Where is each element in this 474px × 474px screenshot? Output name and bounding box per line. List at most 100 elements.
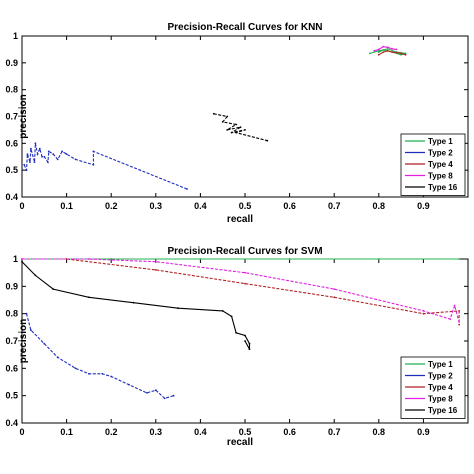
data-point xyxy=(61,150,63,153)
data-point xyxy=(25,169,28,172)
data-point xyxy=(449,318,452,320)
data-point xyxy=(244,282,246,285)
data-point xyxy=(391,51,394,53)
x-tick-label: 0.5 xyxy=(239,201,252,211)
legend-label: Type 16 xyxy=(428,406,458,415)
data-point xyxy=(26,153,29,156)
data-point xyxy=(163,397,166,400)
data-point xyxy=(132,301,135,304)
data-point xyxy=(154,389,157,392)
chart-title: Precision-Recall Curves for KNN xyxy=(167,22,322,33)
data-point xyxy=(47,150,50,153)
data-point xyxy=(36,153,39,156)
y-tick-label: 0.9 xyxy=(5,281,18,291)
x-tick-label: 0.9 xyxy=(417,427,430,437)
y-tick-label: 0.8 xyxy=(5,85,18,95)
data-point xyxy=(453,304,456,307)
data-point xyxy=(400,53,402,56)
x-tick-label: 0.4 xyxy=(194,427,207,437)
data-point xyxy=(248,342,251,345)
data-point xyxy=(458,323,460,326)
data-point xyxy=(29,161,31,164)
legend-label: Type 1 xyxy=(428,137,453,146)
legend xyxy=(400,356,466,419)
data-point xyxy=(382,51,385,53)
data-point xyxy=(377,53,380,56)
data-point xyxy=(422,310,425,312)
chart-svm: Precision-Recall Curves for SVM 0 0.1 0.2 0.… xyxy=(5,246,469,448)
data-point xyxy=(92,163,95,166)
data-point xyxy=(212,112,215,115)
series-line-type-4 xyxy=(22,258,460,325)
data-point xyxy=(21,260,23,263)
data-point xyxy=(101,372,104,375)
x-tick-label: 0.8 xyxy=(373,427,386,437)
series-line-type-16 xyxy=(21,261,251,350)
x-tick-label: 0.9 xyxy=(417,201,430,211)
chart-title: Precision-Recall Curves for SVM xyxy=(167,246,322,257)
x-tick-label: 0.1 xyxy=(60,201,73,211)
data-point xyxy=(47,161,49,164)
y-axis-label: precision xyxy=(18,94,29,138)
data-point xyxy=(199,258,202,260)
data-point xyxy=(235,123,238,126)
data-point xyxy=(235,331,238,334)
data-point xyxy=(25,312,28,315)
data-point xyxy=(33,161,36,164)
legend-label: Type 2 xyxy=(428,149,453,158)
data-point xyxy=(146,392,148,394)
data-point xyxy=(52,288,55,290)
data-point xyxy=(88,296,90,299)
data-point xyxy=(404,52,407,55)
x-tick-label: 0.6 xyxy=(283,201,296,211)
data-point xyxy=(369,52,371,55)
legend-label: Type 8 xyxy=(428,395,453,404)
x-tick-label: 0.3 xyxy=(150,201,163,211)
x-axis-label: recall xyxy=(227,214,253,225)
chart-knn: Precision-Recall Curves for KNN 0 0.1 0.2 0.… xyxy=(5,22,469,225)
x-tick-label: 0.8 xyxy=(373,201,386,211)
x-tick-label: 0.6 xyxy=(283,427,296,437)
data-point xyxy=(221,310,224,312)
y-tick-label: 1 xyxy=(13,31,18,41)
x-tick-label: 0.2 xyxy=(105,427,118,437)
y-tick-label: 0.5 xyxy=(5,391,18,401)
data-point xyxy=(34,142,37,145)
data-point xyxy=(395,51,398,54)
data-point xyxy=(43,155,46,158)
x-tick-label: 0.7 xyxy=(328,427,341,437)
x-tick-label: 0 xyxy=(19,201,24,211)
y-axis-label: precision xyxy=(18,319,29,363)
data-point xyxy=(172,394,175,397)
data-point xyxy=(386,48,389,50)
data-point xyxy=(422,312,425,315)
data-point xyxy=(226,129,229,131)
x-tick-label: 0.4 xyxy=(194,201,207,211)
data-point xyxy=(377,48,380,51)
x-tick-label: 0.7 xyxy=(328,201,341,211)
x-axis-label: recall xyxy=(227,437,253,448)
data-point xyxy=(110,375,113,378)
series-line-type-16 xyxy=(213,113,268,142)
x-tick-label: 0.2 xyxy=(105,201,118,211)
y-tick-label: 0.6 xyxy=(5,138,18,148)
legend-label: Type 1 xyxy=(428,360,453,369)
data-point xyxy=(377,258,380,260)
data-point xyxy=(230,315,233,318)
legend xyxy=(400,133,466,196)
data-point xyxy=(23,163,26,166)
data-point xyxy=(239,126,242,129)
data-point xyxy=(110,258,113,260)
data-point xyxy=(92,150,95,153)
y-tick-label: 0.4 xyxy=(5,192,18,202)
data-point xyxy=(244,271,246,274)
data-point xyxy=(74,158,77,161)
data-point xyxy=(244,334,246,337)
data-point xyxy=(404,53,407,56)
legend-label: Type 2 xyxy=(428,372,453,381)
data-point xyxy=(186,188,188,190)
y-tick-label: 0.8 xyxy=(5,309,18,319)
data-point xyxy=(41,155,43,158)
data-point xyxy=(386,49,389,52)
